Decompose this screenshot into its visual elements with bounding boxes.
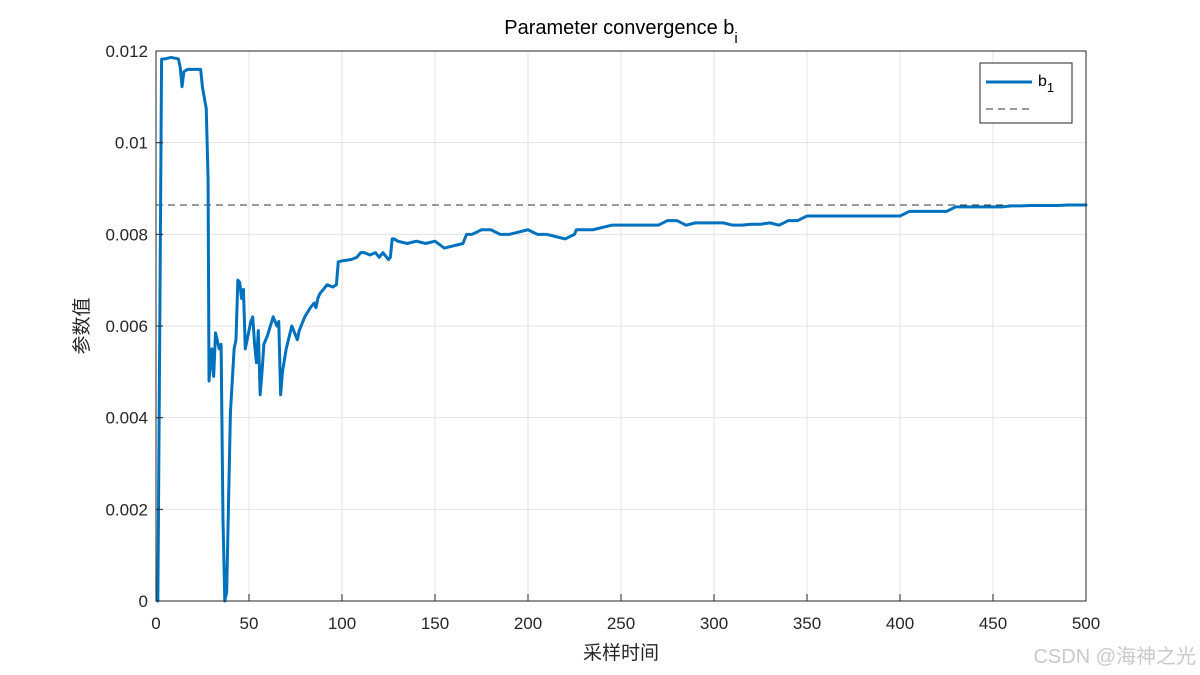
y-tick-label: 0.01	[115, 134, 148, 153]
x-tick-label: 400	[886, 614, 914, 633]
y-tick-label: 0.012	[105, 42, 148, 61]
series-layer	[156, 55, 1088, 603]
x-tick-label: 350	[793, 614, 821, 633]
x-axis-label: 采样时间	[583, 642, 659, 664]
legend-box	[979, 62, 1073, 124]
chart-title-main: Parameter convergence b	[504, 17, 734, 39]
x-tick-label: 250	[607, 614, 635, 633]
legend-label-b1-main: b	[1038, 73, 1047, 90]
legend-label-b1-subscript: 1	[1047, 80, 1054, 95]
plot-area: 0 50 100 150 200 250 300 350 400 450 500 0 0.002 0.0…	[105, 42, 1100, 633]
x-tick-label: 0	[151, 614, 160, 633]
y-tick-label: 0	[139, 592, 148, 611]
x-tick-label: 150	[421, 614, 449, 633]
series-line-b1	[156, 55, 1088, 603]
y-tick-label: 0.004	[105, 409, 148, 428]
x-tick-label: 100	[328, 614, 356, 633]
y-tick-label: 0.008	[105, 225, 148, 244]
y-axis-label: 参数值	[71, 297, 93, 354]
y-axis-ticks: 0 0.002 0.004 0.006 0.008 0.01 0.012	[105, 42, 163, 611]
x-tick-label: 450	[979, 614, 1007, 633]
x-tick-label: 200	[514, 614, 542, 633]
x-tick-label: 500	[1072, 614, 1100, 633]
chart-title-subscript: i	[734, 30, 737, 47]
watermark: CSDN @海神之光	[1033, 645, 1196, 668]
chart-title: Parameter convergence bi	[504, 17, 737, 47]
legend: b1	[979, 62, 1073, 124]
x-tick-label: 50	[240, 614, 259, 633]
x-tick-label: 300	[700, 614, 728, 633]
x-axis-ticks: 0 50 100 150 200 250 300 350 400 450 500	[151, 594, 1100, 633]
y-tick-label: 0.006	[105, 317, 148, 336]
legend-label-b1: b1	[1038, 73, 1054, 95]
y-tick-label: 0.002	[105, 500, 148, 519]
